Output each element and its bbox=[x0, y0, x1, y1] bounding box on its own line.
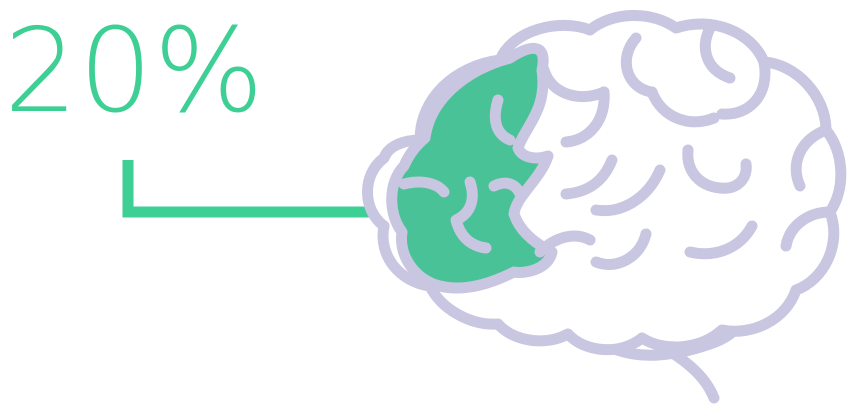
brain-folds bbox=[398, 22, 836, 270]
fold-11 bbox=[780, 206, 836, 252]
fold-6 bbox=[646, 86, 720, 128]
fold-16 bbox=[398, 176, 450, 198]
fold-17 bbox=[450, 176, 492, 254]
fold-2 bbox=[620, 32, 658, 98]
fold-15 bbox=[489, 94, 516, 146]
fold-1 bbox=[538, 64, 610, 103]
fold-13 bbox=[590, 228, 652, 270]
fold-5 bbox=[560, 86, 610, 148]
fold-4 bbox=[716, 56, 771, 120]
fold-3 bbox=[699, 22, 736, 84]
connector-line bbox=[122, 160, 395, 218]
fold-14 bbox=[534, 230, 596, 258]
fold-8 bbox=[682, 144, 752, 194]
fold-18 bbox=[488, 177, 526, 200]
fold-12 bbox=[684, 220, 758, 260]
brain-frontal-highlight bbox=[386, 42, 558, 294]
fold-9 bbox=[560, 154, 618, 200]
brain-icon bbox=[362, 10, 847, 404]
fold-7 bbox=[790, 124, 832, 192]
fold-10 bbox=[590, 164, 666, 217]
stat-percentage: 20% bbox=[4, 4, 265, 139]
